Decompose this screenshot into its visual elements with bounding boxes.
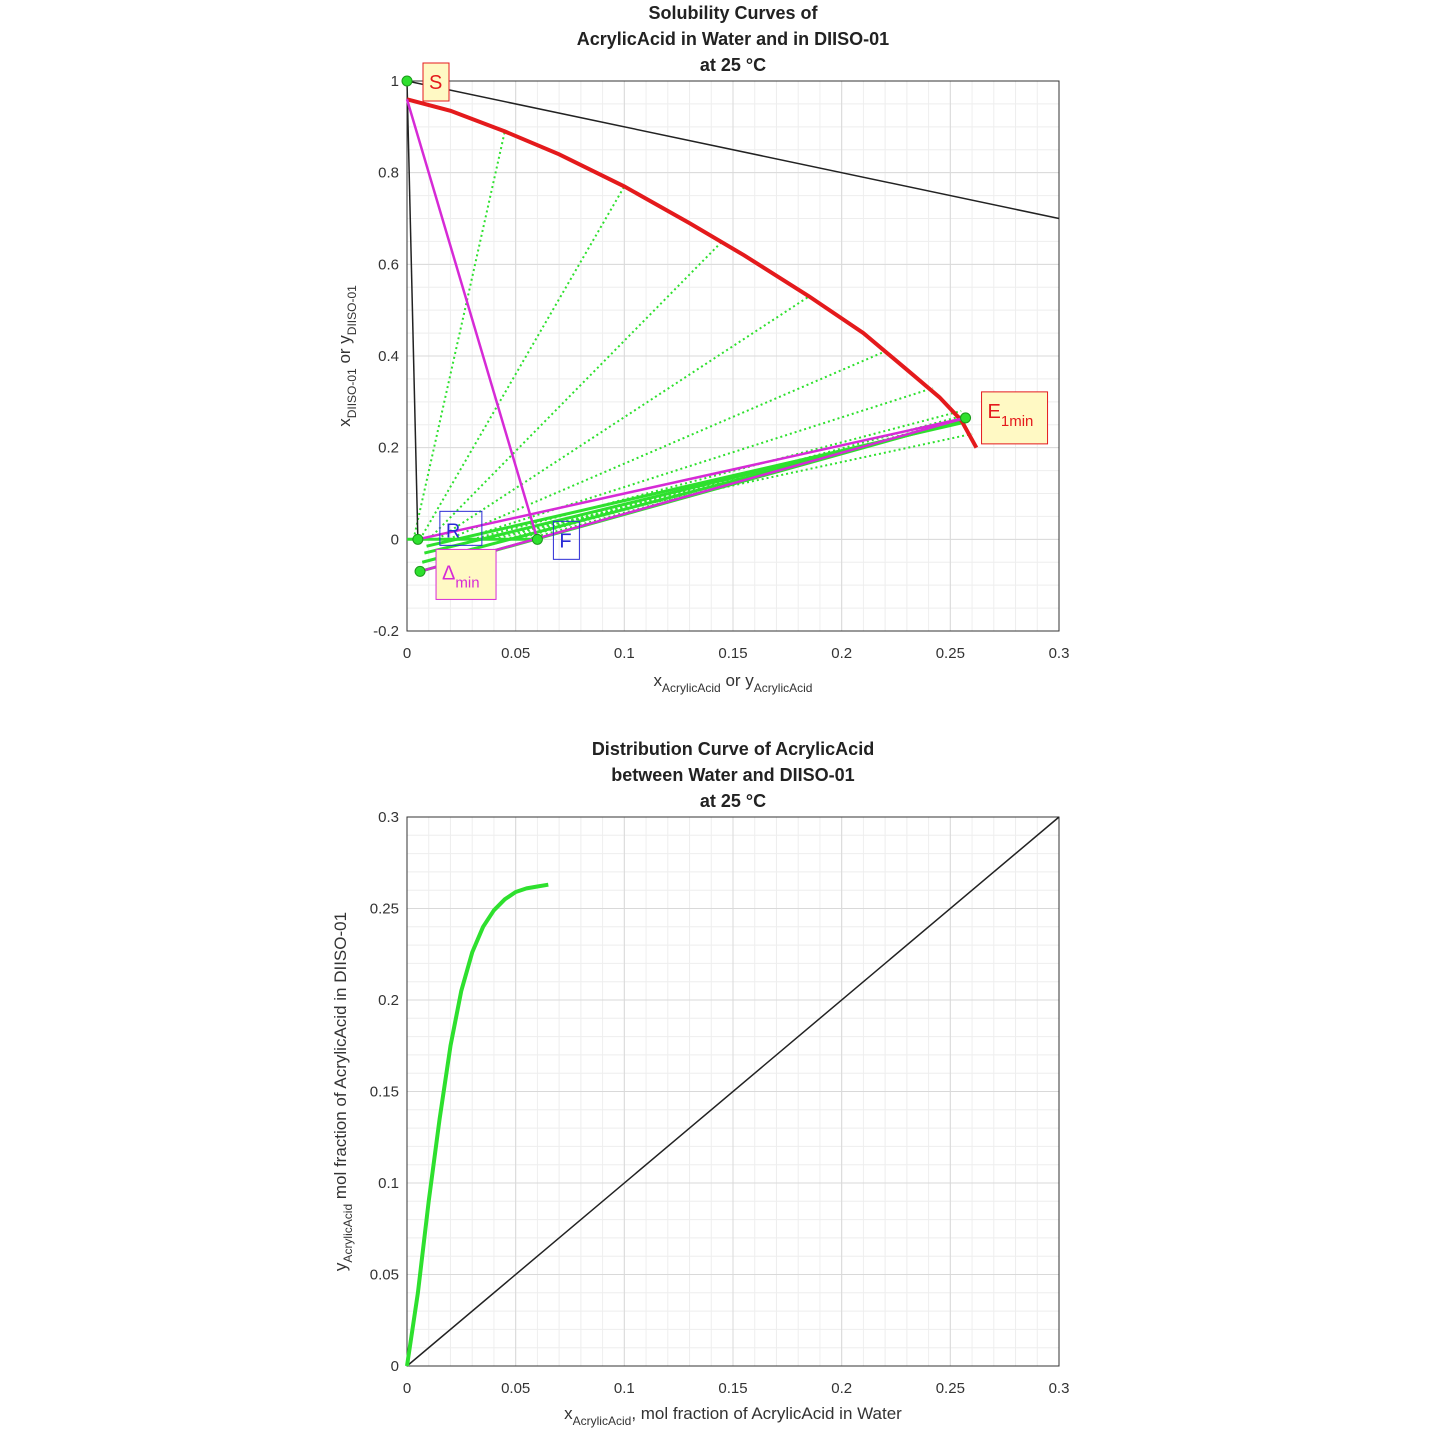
- p1-title-line: AcrylicAcid in Water and in DIISO-01: [577, 29, 889, 49]
- p2-xlabel-part-2: , mol fraction of AcrylicAcid in Water: [631, 1404, 902, 1423]
- p1-xlabel-part-2: or y: [721, 671, 755, 690]
- p1-ylabel-part-2: or y: [335, 335, 354, 369]
- p1-xlabel-part-1: AcrylicAcid: [662, 681, 721, 695]
- construction-line: [419, 416, 966, 573]
- p2-ylabel: yAcrylicAcid mol fraction of AcrylicAcid…: [331, 912, 355, 1271]
- p1-ytick-label: -0.2: [373, 623, 399, 640]
- label-R-main: R: [446, 520, 460, 542]
- p1-xlabel-part-0: x: [654, 671, 663, 690]
- label-Dmin-main: Δ: [442, 562, 455, 584]
- label-E1min-main: E: [988, 401, 1001, 423]
- p2-ytick-label: 0.2: [378, 992, 399, 1009]
- p1-ylabel: xDIISO-01 or yDIISO-01: [335, 285, 359, 427]
- p1-ytick-label: 1: [391, 73, 399, 90]
- p1-xtick-label: 0.05: [501, 645, 530, 662]
- label-box-E1min: [981, 391, 1049, 445]
- label-Dmin-sub: min: [455, 574, 479, 591]
- p2-ylabel-part-0: y: [331, 1262, 350, 1271]
- p2-xlabel: xAcrylicAcid, mol fraction of AcrylicAci…: [564, 1404, 902, 1428]
- p2-ytick-label: 0: [391, 1358, 399, 1375]
- p1-xlabel: xAcrylicAcid or yAcrylicAcid: [654, 671, 813, 695]
- label-F-main: F: [559, 530, 571, 552]
- distribution-curve: [405, 882, 549, 1367]
- p1-ylabel-part-0: x: [335, 418, 354, 427]
- p2-title-line: between Water and DIISO-01: [611, 765, 854, 785]
- p1-ytick-label: 0.8: [378, 165, 399, 182]
- p2-ytick-label: 0.05: [370, 1267, 399, 1284]
- p1-xtick-label: 0.25: [936, 645, 965, 662]
- point-R: [412, 533, 424, 545]
- p1-xtick-label: 0.2: [831, 645, 852, 662]
- label-S-main: S: [429, 72, 442, 94]
- p2-ylabel-part-1: AcrylicAcid: [341, 1204, 355, 1263]
- p1-ytick-label: 0: [391, 531, 399, 548]
- p2-ylabel-part-2: mol fraction of AcrylicAcid in DIISO-01: [331, 912, 350, 1204]
- label-R: R: [446, 520, 460, 542]
- p2-xtick-label: 0.15: [718, 1380, 747, 1397]
- tie-line: [447, 350, 886, 541]
- p2-xtick-label: 0.1: [614, 1380, 635, 1397]
- label-F: F: [559, 530, 571, 552]
- p1-ylabel-part-3: DIISO-01: [345, 285, 359, 335]
- point-F: [531, 533, 543, 545]
- point-S: [401, 75, 413, 87]
- label-box-F: [552, 520, 580, 560]
- label-box-Dmin: [435, 548, 497, 600]
- p2-title-line: Distribution Curve of AcrylicAcid: [592, 739, 874, 759]
- label-E1min: E1min: [988, 401, 1034, 430]
- p2-ytick-label: 0.15: [370, 1084, 399, 1101]
- label-S: S: [429, 72, 442, 94]
- tie-line: [493, 419, 968, 541]
- point-Dmin: [414, 565, 426, 577]
- p2-xtick-label: 0: [403, 1380, 411, 1397]
- p2-ytick-label: 0.1: [378, 1175, 399, 1192]
- p2-xlabel-part-0: x: [564, 1404, 573, 1423]
- diagonal-line: [406, 816, 1060, 1367]
- p1-xlabel-part-3: AcrylicAcid: [754, 681, 813, 695]
- distribution-chart: 0 0.05 0.1 0.15 0.2 0.25 0.3 0 0.05 0.1 0.15 0.2 0.2…: [331, 739, 1069, 1428]
- p1-xtick-label: 0.1: [614, 645, 635, 662]
- boundary-line: [406, 80, 1060, 220]
- p1-axes-box: [406, 80, 1060, 632]
- p2-xtick-label: 0.2: [831, 1380, 852, 1397]
- p2-ytick-label: 0.3: [378, 809, 399, 826]
- solubility-chart: 0 0.05 0.1 0.15 0.2 0.25 0.3-0.200.20.40.60.81…: [335, 3, 1069, 695]
- p2-ytick-label: 0.25: [370, 901, 399, 918]
- boundary-line: [406, 80, 419, 540]
- label-box-S: [422, 62, 450, 102]
- construction-line: [417, 416, 966, 541]
- p1-xtick-label: 0.3: [1049, 645, 1070, 662]
- p2-xtick-label: 0.05: [501, 1380, 530, 1397]
- tie-line: [436, 295, 810, 541]
- p1-ytick-label: 0.6: [378, 256, 399, 273]
- solubility-curve: [406, 97, 979, 449]
- p1-title-line: Solubility Curves of: [648, 3, 818, 23]
- p2-xtick-label: 0.3: [1049, 1380, 1070, 1397]
- p2-axes-box: [406, 816, 1060, 1367]
- p2-xtick-label: 0.25: [936, 1380, 965, 1397]
- tie-line: [471, 410, 962, 541]
- label-E1min-sub: 1min: [1001, 413, 1034, 430]
- p1-title-line: at 25 °C: [700, 55, 766, 75]
- p1-ylabel-part-1: DIISO-01: [345, 368, 359, 418]
- label-Dmin: Δmin: [442, 562, 480, 591]
- point-E1min: [960, 412, 972, 424]
- label-box-R: [439, 510, 483, 546]
- p2-title-line: at 25 °C: [700, 791, 766, 811]
- p1-ytick-label: 0.4: [378, 348, 399, 365]
- tie-line: [412, 131, 506, 540]
- p1-xtick-label: 0: [403, 645, 411, 662]
- p1-ytick-label: 0.2: [378, 440, 399, 457]
- p2-xlabel-part-1: AcrylicAcid: [573, 1414, 632, 1428]
- construction-line: [405, 98, 539, 540]
- p1-xtick-label: 0.15: [718, 645, 747, 662]
